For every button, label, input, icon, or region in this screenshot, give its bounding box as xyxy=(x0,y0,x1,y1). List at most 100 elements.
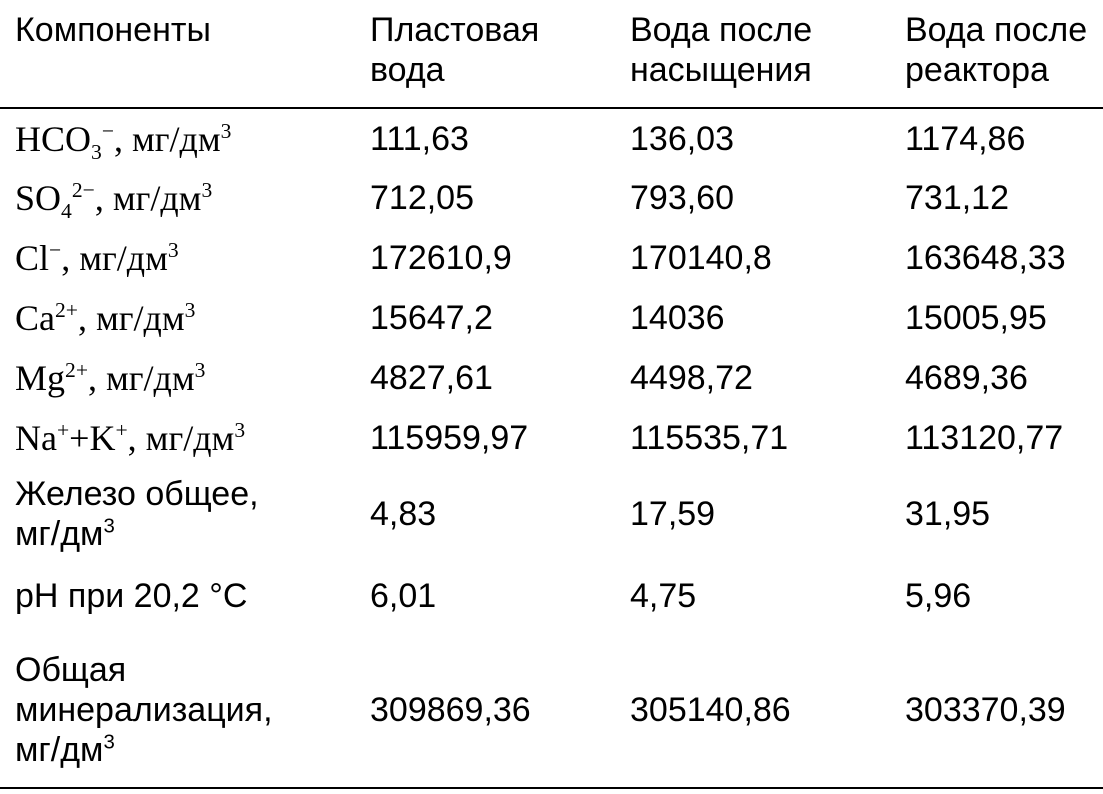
superscript: − xyxy=(101,118,114,143)
superscript: 2− xyxy=(71,178,95,202)
superscript: 2+ xyxy=(65,358,88,382)
label-line: Общая xyxy=(15,650,355,690)
value-cell: 309869,36 xyxy=(355,632,615,789)
component-label: pH при 20,2 °C xyxy=(0,560,355,632)
label-text: , мг/дм xyxy=(114,118,221,159)
header-text: Вода после xyxy=(630,11,813,49)
value-cell: 14036 xyxy=(630,299,725,337)
table-row: Na++K+, мг/дм3 115959,97 115535,71 113120,7… xyxy=(0,408,1103,468)
label-text: Mg xyxy=(15,358,66,398)
superscript: + xyxy=(115,418,128,442)
value-cell: 111,63 xyxy=(370,119,469,158)
value-cell: 17,59 xyxy=(630,495,716,533)
label-text: Na xyxy=(15,418,57,458)
table-row: SO42−, мг/дм3 712,05 793,60 731,12 xyxy=(0,168,1103,228)
header-text: Компоненты xyxy=(15,11,211,49)
label-text: Ca xyxy=(15,298,55,338)
label-text: мг/дм xyxy=(15,730,104,769)
label-line: Cl−, мг/дм3 xyxy=(15,238,355,278)
table-body: HCO3−, мг/дм3 111,63 136,03 1174,86 SO42−, м… xyxy=(0,108,1103,789)
label-text: Общая xyxy=(15,650,127,689)
superscript: 3 xyxy=(194,358,206,382)
value-cell: 136,03 xyxy=(630,119,734,158)
component-label: Cl−, мг/дм3 xyxy=(0,228,355,288)
label-line: Железо общее, xyxy=(15,474,355,514)
table-row: HCO3−, мг/дм3 111,63 136,03 1174,86 xyxy=(0,108,1103,168)
superscript: 2+ xyxy=(55,298,78,322)
table-row: Ca2+, мг/дм3 15647,2 14036 15005,95 xyxy=(0,288,1103,348)
label-line: SO42−, мг/дм3 xyxy=(15,178,355,222)
value-cell: 303370,39 xyxy=(890,632,1103,789)
label-line: минерализация, xyxy=(15,690,355,730)
superscript: 3 xyxy=(201,178,213,202)
header-row: Компоненты Пластовая вода Вода после насыщен… xyxy=(0,0,1103,109)
superscript: 3 xyxy=(234,418,246,442)
header-cell: Вода после реактора xyxy=(890,0,1103,109)
value-cell: 172610,9 xyxy=(370,239,512,277)
label-text: , мг/дм xyxy=(94,178,202,218)
label-line: мг/дм3 xyxy=(15,514,355,554)
header-text: реактора xyxy=(905,51,1049,89)
value-cell: 170140,8 xyxy=(630,239,772,277)
value-cell: 113120,77 xyxy=(905,419,1064,457)
superscript: 3 xyxy=(184,298,196,322)
value-cell: 115959,97 xyxy=(370,419,529,457)
value-cell: 4,83 xyxy=(370,495,437,533)
label-line: HCO3−, мг/дм3 xyxy=(15,118,355,163)
superscript: 3 xyxy=(220,118,232,143)
label-text: , мг/дм xyxy=(127,418,235,458)
label-text: , мг/дм xyxy=(88,358,195,398)
value-cell: 15005,95 xyxy=(905,299,1047,337)
value-cell: 4827,61 xyxy=(370,359,493,397)
value-cell: 712,05 xyxy=(370,179,474,217)
component-label: Mg2+, мг/дм3 xyxy=(0,348,355,408)
label-text: HCO xyxy=(15,118,92,159)
label-text: , мг/дм xyxy=(77,298,185,338)
label-text: , мг/дм xyxy=(61,238,168,278)
header-text: вода xyxy=(370,51,445,89)
table-row: Железо общее, мг/дм3 4,83 17,59 31,95 xyxy=(0,468,1103,560)
value-cell: 4689,36 xyxy=(905,359,1028,397)
superscript: 3 xyxy=(103,731,115,754)
label-line: Mg2+, мг/дм3 xyxy=(15,358,355,398)
table-row: Общая минерализация, мг/дм3 309869,36 305140… xyxy=(0,632,1103,789)
table-row: Cl−, мг/дм3 172610,9 170140,8 163648,33 xyxy=(0,228,1103,288)
value-cell: 115535,71 xyxy=(630,419,789,457)
superscript: − xyxy=(49,238,62,262)
value-cell: 731,12 xyxy=(905,179,1009,217)
label-text: pH при 20,2 °C xyxy=(15,577,248,615)
header-text: Пластовая xyxy=(370,11,540,49)
label-text: SO xyxy=(15,178,62,218)
label-line: Ca2+, мг/дм3 xyxy=(15,298,355,338)
value-cell: 4,75 xyxy=(630,577,697,615)
value-cell: 31,95 xyxy=(905,495,991,533)
component-label: Ca2+, мг/дм3 xyxy=(0,288,355,348)
value-cell: 6,01 xyxy=(370,577,437,615)
component-label: Na++K+, мг/дм3 xyxy=(0,408,355,468)
value-cell: 1174,86 xyxy=(905,119,1026,158)
value-cell: 793,60 xyxy=(630,179,734,217)
label-text: Cl xyxy=(15,238,50,278)
component-label: HCO3−, мг/дм3 xyxy=(0,108,355,168)
value-cell: 163648,33 xyxy=(905,239,1066,277)
header-cell: Пластовая вода xyxy=(355,0,615,109)
label-line: мг/дм3 xyxy=(15,730,355,770)
value-cell: 305140,86 xyxy=(615,632,890,789)
table-row: pH при 20,2 °C 6,01 4,75 5,96 xyxy=(0,560,1103,632)
label-text: минерализация, xyxy=(15,690,273,729)
label-text: +K xyxy=(69,418,116,458)
label-line: Na++K+, мг/дм3 xyxy=(15,418,355,458)
label-line: pH при 20,2 °C xyxy=(15,576,355,616)
header-cell: Вода после насыщения xyxy=(615,0,890,109)
value-cell: 5,96 xyxy=(905,577,972,615)
subscript: 3 xyxy=(91,139,102,164)
table-row: Mg2+, мг/дм3 4827,61 4498,72 4689,36 xyxy=(0,348,1103,408)
value-cell: 4498,72 xyxy=(630,359,753,397)
label-text: Железо общее, xyxy=(15,475,259,513)
component-label: Железо общее, мг/дм3 xyxy=(0,468,355,560)
label-text: мг/дм xyxy=(15,515,104,553)
header-cell: Компоненты xyxy=(0,0,355,109)
header-text: Вода после xyxy=(905,11,1088,49)
